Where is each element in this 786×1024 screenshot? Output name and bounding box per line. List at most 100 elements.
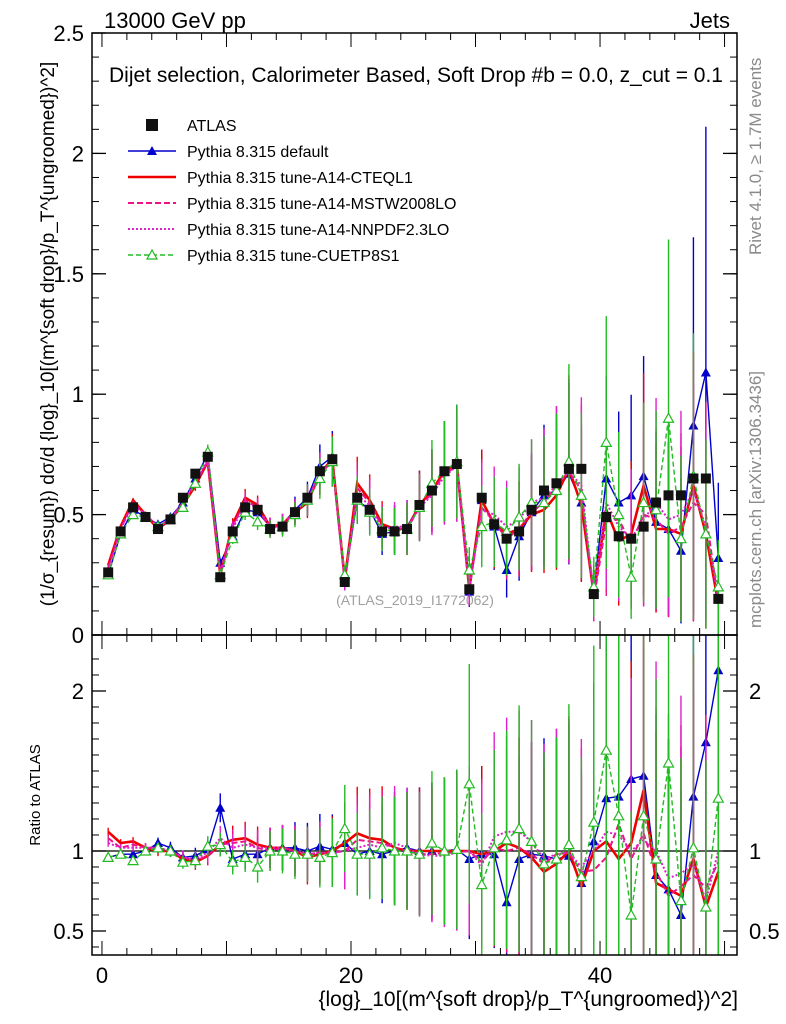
ratio-point	[326, 846, 339, 858]
atlas-point	[588, 589, 599, 600]
atlas-point	[663, 490, 674, 501]
y-tick-label: 1.5	[53, 262, 84, 287]
ratio-point	[463, 777, 476, 789]
ratio-point	[338, 822, 351, 834]
ratio-ylabel: Ratio to ATLAS	[27, 744, 44, 845]
legend-label: Pythia 8.315 tune-A14-CTEQL1	[187, 170, 413, 187]
atlas-point	[265, 524, 276, 535]
atlas-point	[439, 466, 450, 477]
legend-item-3: Pythia 8.315 tune-A14-MSTW2008LO	[128, 196, 456, 213]
ratio-point	[687, 841, 700, 853]
ratio-point	[450, 843, 463, 855]
axes: 0 0.5 1 1.5 2 2.5 0 20 40 0.5 0.5 1 1 2 2	[53, 21, 779, 988]
legend-label: ATLAS	[187, 118, 237, 135]
x-axis-label: {log}_10[(m^{soft drop}/p_T^{ungroomed})…	[318, 988, 738, 1011]
ratio-point	[176, 855, 189, 867]
legend-marker	[145, 248, 159, 260]
atlas-point	[402, 524, 413, 535]
ratio-point	[201, 839, 214, 851]
legend-item-0: ATLAS	[146, 118, 237, 135]
atlas-point	[202, 451, 213, 462]
atlas-point	[538, 485, 549, 496]
atlas-point	[352, 492, 363, 503]
ratio-point	[151, 841, 165, 853]
atlas-point	[377, 526, 388, 537]
atlas-point	[240, 502, 251, 513]
atlas-point	[115, 526, 126, 537]
ratio-point	[600, 743, 613, 755]
ratio-point	[513, 822, 526, 834]
atlas-point	[327, 454, 338, 465]
legend-label: Pythia 8.315 tune-A14-MSTW2008LO	[187, 196, 456, 213]
main-ylabel: (1/σ_{resum}) dσ/d {log}_10[(m^{soft dro…	[38, 62, 59, 607]
series-2-ratio	[107, 635, 720, 955]
data-point	[575, 489, 588, 500]
data-point	[475, 520, 488, 532]
legend-label: Pythia 8.315 tune-CUETP8S1	[187, 248, 400, 265]
ratio-tick-label: 0.5	[53, 919, 84, 944]
data-point	[674, 532, 687, 544]
atlas-point	[177, 492, 188, 503]
ratio-point	[712, 791, 725, 803]
ratio-tick-label-right: 0.5	[749, 919, 780, 944]
atlas-point	[277, 521, 288, 532]
atlas-point	[215, 572, 226, 583]
atlas-point	[190, 468, 201, 479]
atlas-point	[514, 526, 525, 537]
ratio-point	[226, 855, 239, 867]
ratio-panel	[92, 635, 737, 955]
atlas-point	[601, 512, 612, 523]
y-tick-label: 0	[72, 623, 84, 648]
ratio-point	[102, 851, 115, 863]
data-point	[127, 508, 140, 520]
ratio-tick-label: 1	[72, 839, 84, 864]
ratio-point	[301, 847, 314, 859]
atlas-point	[563, 463, 574, 474]
ratio-point	[128, 849, 139, 859]
legend-marker	[147, 146, 157, 155]
legend-label: Pythia 8.315 default	[187, 144, 329, 161]
ratio-point	[650, 852, 663, 864]
ratio-line	[108, 750, 719, 916]
atlas-data	[103, 451, 724, 604]
data-point	[600, 436, 613, 447]
data-point	[226, 532, 239, 544]
atlas-point	[389, 526, 400, 537]
analysis-watermark: (ATLAS_2019_I1772062)	[336, 592, 494, 608]
plot-subtitle: Dijet selection, Calorimeter Based, Soft…	[109, 64, 723, 87]
y-tick-label: 2	[72, 141, 84, 166]
ratio-tick-label: 2	[72, 679, 84, 704]
atlas-point	[688, 473, 699, 484]
atlas-point	[476, 492, 487, 503]
ratio-point	[413, 847, 426, 859]
ratio-point	[637, 809, 650, 821]
ratio-point	[401, 844, 414, 856]
atlas-point	[651, 497, 662, 508]
atlas-point	[152, 524, 163, 535]
atlas-point	[128, 502, 139, 513]
series-5-main	[102, 239, 725, 634]
header-left: 13000 GeV pp	[104, 8, 246, 33]
ratio-point	[214, 838, 227, 850]
header-right: Jets	[690, 8, 730, 33]
x-tick-label: 20	[339, 963, 363, 988]
y-tick-label: 2.5	[53, 21, 84, 46]
ratio-point	[550, 852, 563, 864]
ratio-point	[313, 851, 326, 863]
ratio-point	[288, 847, 301, 859]
atlas-point	[700, 473, 711, 484]
ratio-point	[500, 833, 513, 845]
data-point	[463, 563, 476, 575]
data-point	[700, 367, 711, 377]
ratio-point	[674, 894, 687, 906]
ratio-point	[376, 841, 389, 853]
atlas-point	[464, 584, 475, 595]
atlas-point	[551, 478, 562, 489]
x-tick-label: 40	[588, 963, 612, 988]
ratio-point	[475, 878, 488, 890]
ratio-point	[239, 851, 252, 863]
atlas-point	[626, 533, 637, 544]
atlas-point	[489, 519, 500, 530]
data-point	[712, 580, 725, 592]
